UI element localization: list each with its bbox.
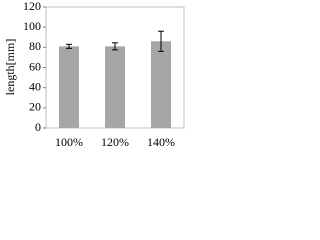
- y-tick-label: 120: [23, 0, 41, 13]
- y-tick-label: 60: [29, 59, 41, 73]
- y-tick-label: 80: [29, 39, 41, 53]
- y-axis-label: length[mm]: [3, 39, 17, 96]
- chart: length[mm] 0 20 40 60 80 100 120 100% 120% 140%: [3, 0, 185, 149]
- y-tick-label: 100: [23, 19, 41, 33]
- x-tick-label: 120%: [101, 135, 129, 149]
- bar: [59, 46, 79, 129]
- x-tick-label: 100%: [55, 135, 83, 149]
- x-tick-label: 140%: [147, 135, 175, 149]
- y-tick-label: 20: [29, 100, 41, 114]
- bar: [105, 46, 125, 129]
- y-tick-label: 40: [29, 79, 41, 93]
- y-tick-label: 0: [35, 120, 41, 134]
- bar: [151, 41, 171, 128]
